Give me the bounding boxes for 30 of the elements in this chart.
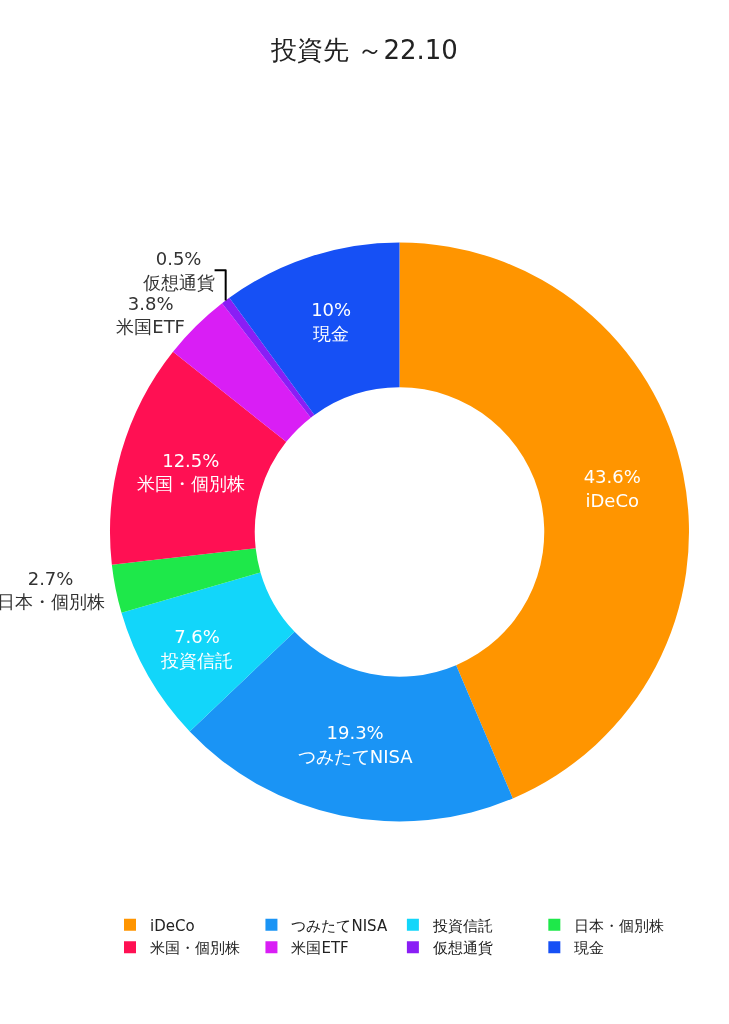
legend-label: 投資信託: [431, 916, 493, 935]
slice-label: 現金: [313, 322, 350, 344]
data-label: 10%: [311, 299, 352, 321]
data-label: 3.8%: [127, 292, 174, 314]
data-label: 43.6%: [583, 466, 641, 488]
slice-label: iDeCo: [585, 489, 640, 511]
donut-slice: [110, 351, 287, 565]
legend-label: 日本・個別株: [574, 916, 665, 935]
slice-label: 米国ETF: [116, 315, 185, 337]
legend-label: iDeCo: [150, 916, 195, 935]
legend-label: つみたてNISA: [291, 916, 388, 935]
slice-label: つみたてNISA: [297, 745, 414, 767]
data-label: 0.5%: [155, 248, 202, 270]
data-label: 19.3%: [326, 722, 384, 744]
slice-label: 日本・個別株: [0, 590, 105, 612]
donut-slice: [222, 297, 315, 418]
legend-label: 米国ETF: [291, 939, 349, 958]
donut-slice: [111, 548, 261, 613]
donut-slice: [121, 572, 295, 732]
legend-label: 米国・個別株: [150, 939, 240, 958]
data-label: 7.6%: [174, 626, 220, 648]
legend-label: 現金: [574, 939, 605, 958]
legend-label: 仮想通貨: [431, 939, 493, 958]
data-label: 12.5%: [162, 449, 220, 471]
slice-label: 米国・個別株: [136, 473, 245, 495]
slice-label: 仮想通貨: [141, 271, 215, 293]
chart-title: 投資先 ～22.10: [270, 35, 458, 66]
donut-slice: [229, 242, 400, 415]
data-label: 2.7%: [27, 567, 74, 589]
slice-label: 投資信託: [159, 649, 233, 671]
